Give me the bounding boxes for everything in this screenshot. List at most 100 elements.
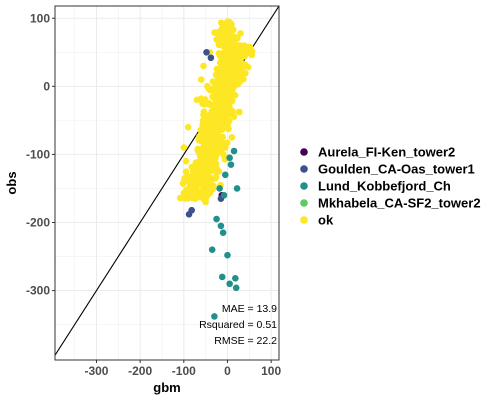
point-ok-cloud (183, 192, 191, 200)
point-ok (184, 123, 192, 131)
legend: Aurela_FI-Ken_tower2 Goulden_CA-Oas_tower… (300, 145, 481, 228)
point-lund-kobbefjord-ch (219, 229, 227, 236)
point-goulden-ca-oas-tower1 (203, 48, 210, 56)
point-ok-cloud (191, 184, 199, 192)
x-tick-label: -200 (128, 364, 152, 378)
point-lund-kobbefjord-ch (217, 222, 225, 230)
point-ok-cloud (247, 47, 255, 54)
point-ok (180, 144, 188, 151)
point-ok-cloud (189, 194, 197, 202)
point-ok (220, 35, 228, 42)
point-ok-cloud (237, 30, 244, 37)
y-tick-label: -100 (26, 147, 50, 161)
point-ok-cloud (210, 153, 218, 160)
data-points (176, 18, 256, 320)
point-ok (219, 28, 227, 36)
point-lund-kobbefjord-ch (226, 280, 233, 288)
point-ok-cloud (228, 97, 236, 105)
point-lund-kobbefjord-ch (233, 185, 241, 192)
point-ok (211, 110, 218, 117)
point-lund-kobbefjord-ch (208, 246, 216, 254)
stat-annotation: MAE = 13.9 (222, 303, 277, 315)
point-ok-cloud (204, 134, 212, 142)
legend-label: Goulden_CA-Oas_tower1 (318, 162, 475, 177)
point-ok (213, 164, 220, 172)
legend-label: Lund_Kobbefjord_Ch (318, 179, 451, 194)
stats-annotations: MAE = 13.9 Rsquared = 0.51 RMSE = 22.2 (199, 303, 277, 347)
point-ok (197, 76, 205, 83)
point-lund-kobbefjord-ch (232, 284, 240, 292)
point-ok (226, 25, 233, 32)
point-ok-cloud (219, 112, 227, 120)
point-ok-cloud (217, 101, 225, 108)
point-ok-cloud (208, 116, 216, 124)
point-ok-cloud (196, 133, 203, 140)
point-ok-cloud (215, 72, 222, 80)
point-ok-cloud (213, 93, 221, 101)
point-ok-cloud (225, 125, 232, 133)
legend-label: ok (318, 213, 334, 228)
point-ok-cloud (223, 59, 231, 67)
point-ok-cloud (212, 125, 220, 133)
plot-border (54, 5, 280, 361)
point-ok-cloud (210, 140, 218, 147)
point-ok (200, 191, 207, 199)
point-ok (202, 198, 209, 206)
point-ok-cloud (208, 85, 216, 93)
point-ok-cloud (220, 72, 228, 80)
y-axis-ticks: 100 0 -100 -200 -300 (26, 11, 55, 298)
point-ok-cloud (214, 132, 221, 140)
point-ok-cloud (235, 108, 243, 116)
x-tick-label: -100 (172, 364, 196, 378)
y-tick-label: 0 (43, 79, 50, 93)
x-axis-ticks: -300 -200 -100 0 100 (84, 360, 281, 378)
point-lund-kobbefjord-ch (221, 171, 229, 179)
point-ok (200, 62, 207, 70)
legend-key (300, 199, 308, 207)
point-ok-cloud (235, 75, 242, 83)
point-ok-cloud (207, 174, 214, 181)
point-ok-cloud (240, 75, 247, 83)
legend-key (300, 182, 308, 190)
point-ok-cloud (225, 51, 232, 59)
point-ok-cloud (219, 121, 226, 129)
point-ok-cloud (194, 145, 202, 153)
point-ok-cloud (219, 22, 227, 29)
point-ok-cloud (186, 179, 194, 187)
point-ok (226, 69, 233, 77)
point-ok-cloud (231, 66, 239, 74)
point-goulden-ca-oas-tower1 (207, 54, 215, 62)
point-ok-cloud (200, 111, 207, 119)
x-axis-title: gbm (153, 380, 180, 395)
x-tick-label: 100 (261, 364, 281, 378)
y-tick-label: -300 (26, 284, 50, 298)
point-ok-cloud (224, 107, 231, 115)
legend-key (300, 216, 308, 224)
point-ok-cloud (229, 82, 237, 89)
stat-annotation: RMSE = 22.2 (214, 335, 277, 347)
x-tick-label: 0 (224, 364, 231, 378)
point-lund-kobbefjord-ch (230, 147, 238, 155)
point-ok-cloud (204, 143, 211, 150)
point-ok-cloud (176, 194, 184, 202)
point-ok-cloud (201, 157, 208, 164)
point-ok-cloud (200, 100, 208, 108)
point-ok (228, 134, 236, 141)
point-ok-cloud (211, 29, 218, 36)
point-goulden-ca-oas-tower1 (188, 206, 195, 214)
point-lund-kobbefjord-ch (232, 275, 239, 282)
stat-annotation: Rsquared = 0.51 (199, 319, 277, 331)
legend-key (300, 148, 308, 156)
point-ok (217, 83, 225, 90)
point-ok-cloud (210, 182, 217, 190)
point-ok-cloud (199, 164, 207, 171)
point-ok (192, 164, 200, 172)
point-ok-cloud (199, 171, 206, 178)
point-ok (224, 18, 231, 25)
point-ok-cloud (216, 67, 223, 74)
point-ok-cloud (239, 64, 246, 71)
point-ok-cloud (221, 94, 229, 102)
legend-label: Aurela_FI-Ken_tower2 (318, 145, 455, 160)
point-ok-cloud (225, 86, 232, 93)
